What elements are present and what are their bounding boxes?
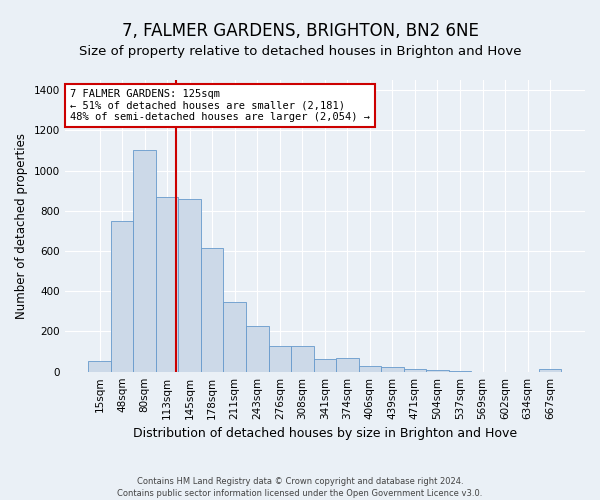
Bar	[246, 326, 269, 372]
Bar	[178, 198, 201, 372]
X-axis label: Distribution of detached houses by size in Brighton and Hove: Distribution of detached houses by size …	[133, 427, 517, 440]
Bar	[133, 150, 156, 372]
Text: Contains public sector information licensed under the Open Government Licence v3: Contains public sector information licen…	[118, 489, 482, 498]
Bar	[359, 366, 381, 372]
Bar	[156, 196, 178, 372]
Bar	[336, 358, 359, 372]
Bar	[291, 346, 314, 372]
Text: 7 FALMER GARDENS: 125sqm
← 51% of detached houses are smaller (2,181)
48% of sem: 7 FALMER GARDENS: 125sqm ← 51% of detach…	[70, 89, 370, 122]
Bar	[404, 368, 426, 372]
Bar	[269, 346, 291, 372]
Bar	[111, 221, 133, 372]
Text: Contains HM Land Registry data © Crown copyright and database right 2024.: Contains HM Land Registry data © Crown c…	[137, 478, 463, 486]
Bar	[88, 361, 111, 372]
Bar	[539, 370, 562, 372]
Bar	[381, 368, 404, 372]
Text: 7, FALMER GARDENS, BRIGHTON, BN2 6NE: 7, FALMER GARDENS, BRIGHTON, BN2 6NE	[122, 22, 478, 40]
Bar	[426, 370, 449, 372]
Y-axis label: Number of detached properties: Number of detached properties	[15, 133, 28, 319]
Bar	[314, 359, 336, 372]
Text: Size of property relative to detached houses in Brighton and Hove: Size of property relative to detached ho…	[79, 45, 521, 58]
Bar	[223, 302, 246, 372]
Bar	[201, 248, 223, 372]
